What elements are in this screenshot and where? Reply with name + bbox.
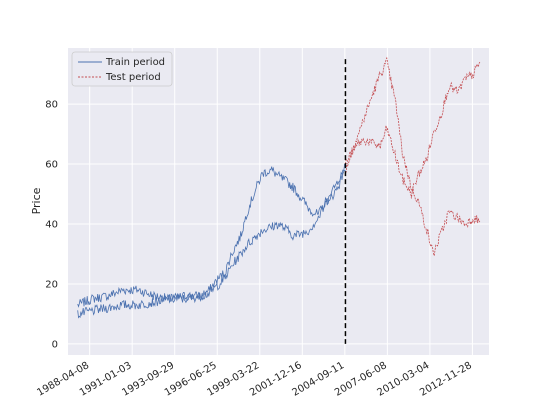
test-series-line-0 (345, 56, 481, 256)
y-tick-label-4: 80 (45, 100, 58, 111)
test-series-line-1 (345, 61, 481, 199)
y-tick-label-0: 0 (52, 339, 58, 350)
train-series-line-0 (77, 163, 346, 308)
y-tick-label-3: 60 (45, 160, 58, 171)
y-axis-label: Price (30, 187, 43, 214)
legend-train-label: Train period (105, 57, 165, 68)
series-group (77, 56, 481, 319)
train-series-line-1 (77, 169, 346, 319)
x-axis-ticks: 1988-04-081991-01-031993-09-291996-06-25… (35, 360, 474, 399)
legend-test-label: Test period (105, 72, 161, 83)
y-tick-label-2: 40 (45, 219, 58, 230)
y-tick-label-1: 20 (45, 279, 58, 290)
legend: Train period Test period (71, 51, 173, 87)
plot-background (68, 48, 489, 355)
y-axis-ticks: 0 20 40 60 80 (45, 100, 58, 351)
